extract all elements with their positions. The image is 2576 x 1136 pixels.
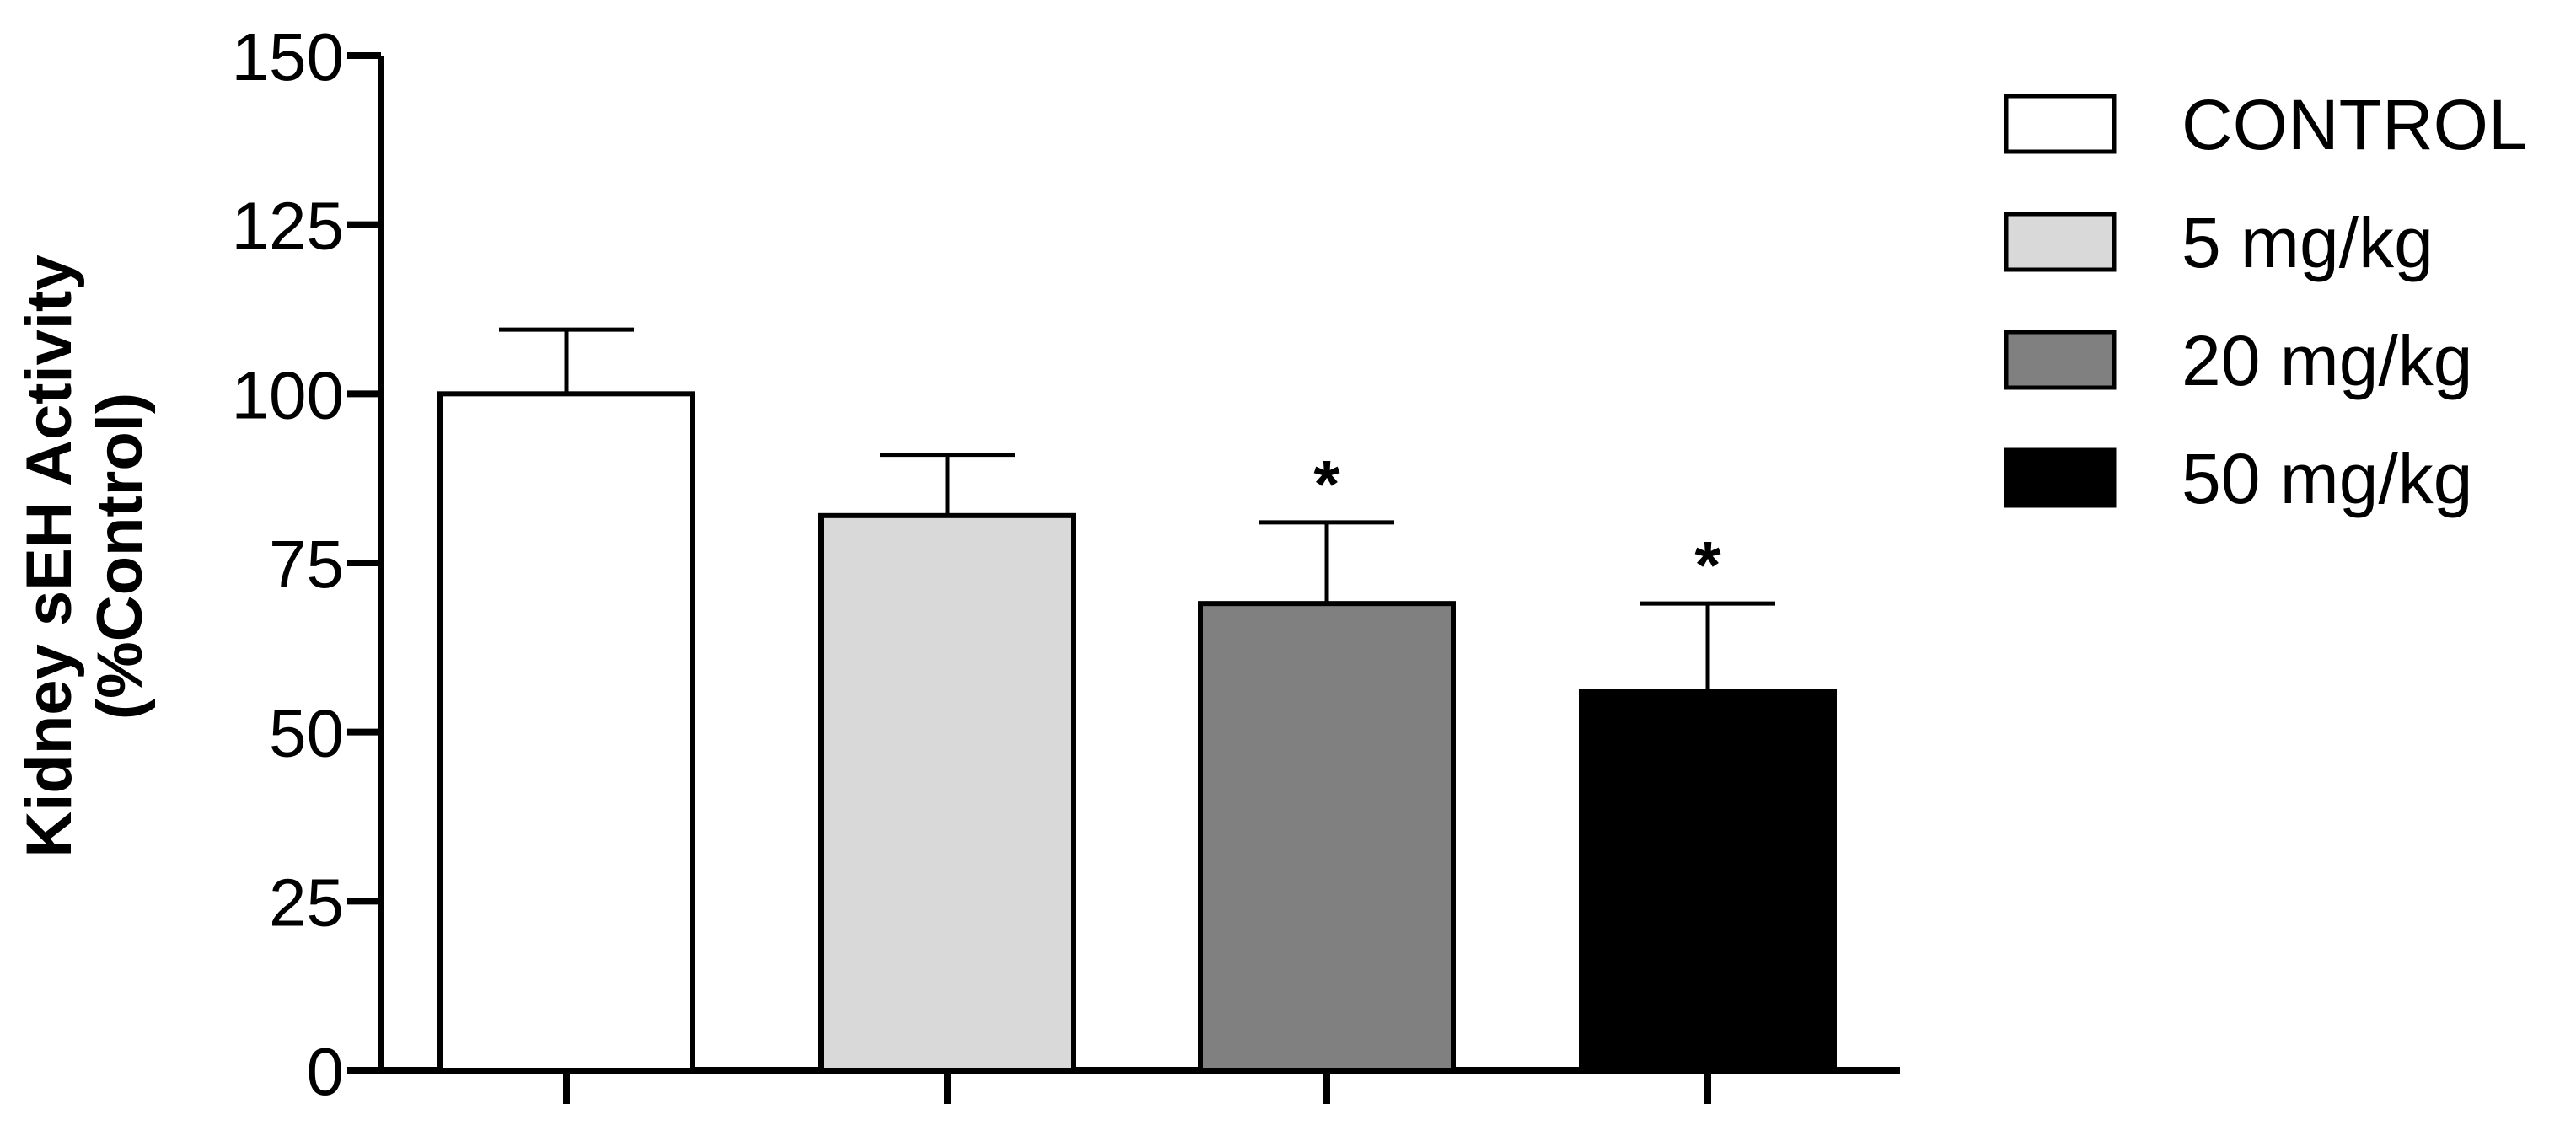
y-axis: 0 25 50 75 100 125 150 bbox=[232, 19, 384, 1109]
legend-label: 5 mg/kg bbox=[2182, 203, 2434, 282]
y-tick-label: 125 bbox=[232, 189, 344, 264]
y-tick-label: 25 bbox=[269, 865, 344, 940]
bar bbox=[1198, 601, 1456, 1073]
x-axis bbox=[378, 1067, 1900, 1104]
legend-swatch bbox=[2004, 447, 2117, 508]
bar bbox=[1579, 689, 1837, 1073]
y-axis-title: Kidney sEH Activity (%Control) bbox=[13, 255, 156, 857]
bar bbox=[818, 512, 1076, 1073]
y-tick-label: 75 bbox=[269, 527, 344, 602]
legend-swatch bbox=[2004, 212, 2117, 272]
y-tick-label: 150 bbox=[232, 19, 344, 94]
y-tick-label: 0 bbox=[307, 1034, 345, 1109]
bar bbox=[437, 391, 695, 1074]
y-tick-label: 100 bbox=[232, 357, 344, 432]
legend: CONTROL 5 mg/kg 20 mg/kg 50 mg/kg bbox=[2004, 85, 2528, 518]
legend-swatch bbox=[2004, 330, 2117, 390]
legend-label: 20 mg/kg bbox=[2182, 321, 2473, 400]
legend-label: 50 mg/kg bbox=[2182, 439, 2473, 518]
y-axis-title-line-1: Kidney sEH Activity bbox=[13, 255, 85, 857]
significance-marker: * bbox=[1313, 447, 1340, 522]
significance-marker: * bbox=[1694, 528, 1721, 603]
y-axis-title-line-2: (%Control) bbox=[84, 393, 156, 720]
bars: ** bbox=[437, 327, 1837, 1074]
legend-label: CONTROL bbox=[2182, 85, 2528, 164]
legend-swatch bbox=[2004, 94, 2117, 154]
y-tick-label: 50 bbox=[269, 696, 344, 771]
